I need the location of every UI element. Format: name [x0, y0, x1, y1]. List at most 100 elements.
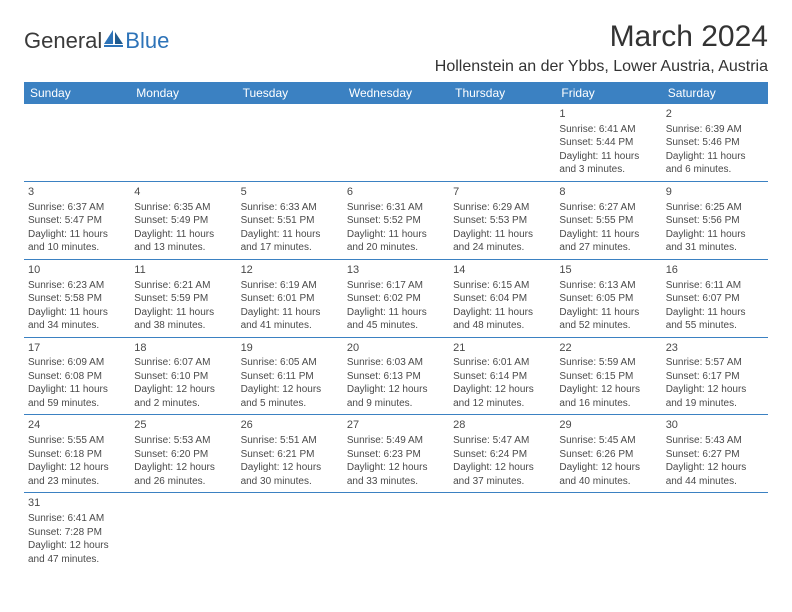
- sunset-text: Sunset: 6:23 PM: [347, 448, 445, 462]
- sunrise-text: Sunrise: 6:41 AM: [559, 123, 657, 137]
- daylight-text: Daylight: 11 hours and 48 minutes.: [453, 306, 551, 333]
- day-number: 15: [559, 263, 657, 278]
- day-header-row: SundayMondayTuesdayWednesdayThursdayFrid…: [24, 82, 768, 104]
- sunrise-text: Sunrise: 6:37 AM: [28, 201, 126, 215]
- day-number: 24: [28, 418, 126, 433]
- sunrise-text: Sunrise: 6:39 AM: [666, 123, 764, 137]
- day-header: Tuesday: [237, 82, 343, 104]
- calendar-cell: 5Sunrise: 6:33 AMSunset: 5:51 PMDaylight…: [237, 181, 343, 259]
- daylight-text: Daylight: 12 hours and 19 minutes.: [666, 383, 764, 410]
- calendar-cell-empty: [24, 104, 130, 181]
- calendar-cell: 27Sunrise: 5:49 AMSunset: 6:23 PMDayligh…: [343, 415, 449, 493]
- daylight-text: Daylight: 11 hours and 27 minutes.: [559, 228, 657, 255]
- daylight-text: Daylight: 11 hours and 45 minutes.: [347, 306, 445, 333]
- daylight-text: Daylight: 12 hours and 33 minutes.: [347, 461, 445, 488]
- day-header: Saturday: [662, 82, 768, 104]
- sunrise-text: Sunrise: 6:31 AM: [347, 201, 445, 215]
- sunset-text: Sunset: 6:11 PM: [241, 370, 339, 384]
- sunrise-text: Sunrise: 6:09 AM: [28, 356, 126, 370]
- calendar-cell: 19Sunrise: 6:05 AMSunset: 6:11 PMDayligh…: [237, 337, 343, 415]
- daylight-text: Daylight: 11 hours and 3 minutes.: [559, 150, 657, 177]
- sunrise-text: Sunrise: 6:03 AM: [347, 356, 445, 370]
- sunset-text: Sunset: 6:05 PM: [559, 292, 657, 306]
- day-number: 13: [347, 263, 445, 278]
- logo: General Blue: [24, 28, 169, 54]
- sunset-text: Sunset: 6:08 PM: [28, 370, 126, 384]
- day-number: 25: [134, 418, 232, 433]
- sunrise-text: Sunrise: 6:17 AM: [347, 279, 445, 293]
- daylight-text: Daylight: 11 hours and 10 minutes.: [28, 228, 126, 255]
- day-number: 12: [241, 263, 339, 278]
- day-number: 11: [134, 263, 232, 278]
- calendar-cell-empty: [130, 104, 236, 181]
- sunrise-text: Sunrise: 5:43 AM: [666, 434, 764, 448]
- sunrise-text: Sunrise: 6:07 AM: [134, 356, 232, 370]
- daylight-text: Daylight: 12 hours and 44 minutes.: [666, 461, 764, 488]
- day-number: 9: [666, 185, 764, 200]
- sunset-text: Sunset: 5:59 PM: [134, 292, 232, 306]
- calendar-cell-empty: [237, 493, 343, 570]
- calendar-cell: 4Sunrise: 6:35 AMSunset: 5:49 PMDaylight…: [130, 181, 236, 259]
- day-number: 3: [28, 185, 126, 200]
- daylight-text: Daylight: 12 hours and 5 minutes.: [241, 383, 339, 410]
- sunrise-text: Sunrise: 5:49 AM: [347, 434, 445, 448]
- day-number: 6: [347, 185, 445, 200]
- sunset-text: Sunset: 5:44 PM: [559, 136, 657, 150]
- month-title: March 2024: [435, 20, 768, 54]
- day-number: 2: [666, 107, 764, 122]
- sunset-text: Sunset: 5:52 PM: [347, 214, 445, 228]
- calendar-cell: 28Sunrise: 5:47 AMSunset: 6:24 PMDayligh…: [449, 415, 555, 493]
- calendar-row: 3Sunrise: 6:37 AMSunset: 5:47 PMDaylight…: [24, 181, 768, 259]
- sunset-text: Sunset: 6:07 PM: [666, 292, 764, 306]
- logo-text-general: General: [24, 28, 102, 54]
- calendar-cell: 30Sunrise: 5:43 AMSunset: 6:27 PMDayligh…: [662, 415, 768, 493]
- calendar-cell: 18Sunrise: 6:07 AMSunset: 6:10 PMDayligh…: [130, 337, 236, 415]
- calendar-cell: 31Sunrise: 6:41 AMSunset: 7:28 PMDayligh…: [24, 493, 130, 570]
- daylight-text: Daylight: 11 hours and 6 minutes.: [666, 150, 764, 177]
- sunset-text: Sunset: 5:58 PM: [28, 292, 126, 306]
- day-number: 1: [559, 107, 657, 122]
- calendar-cell: 22Sunrise: 5:59 AMSunset: 6:15 PMDayligh…: [555, 337, 661, 415]
- day-number: 22: [559, 341, 657, 356]
- sunrise-text: Sunrise: 6:27 AM: [559, 201, 657, 215]
- sunrise-text: Sunrise: 6:01 AM: [453, 356, 551, 370]
- location-subtitle: Hollenstein an der Ybbs, Lower Austria, …: [435, 58, 768, 76]
- calendar-cell: 2Sunrise: 6:39 AMSunset: 5:46 PMDaylight…: [662, 104, 768, 181]
- header: General Blue March 2024 Hollenstein an d…: [24, 20, 768, 76]
- calendar-cell-empty: [449, 493, 555, 570]
- sunrise-text: Sunrise: 6:25 AM: [666, 201, 764, 215]
- daylight-text: Daylight: 11 hours and 55 minutes.: [666, 306, 764, 333]
- sunset-text: Sunset: 5:55 PM: [559, 214, 657, 228]
- daylight-text: Daylight: 12 hours and 26 minutes.: [134, 461, 232, 488]
- sunset-text: Sunset: 5:53 PM: [453, 214, 551, 228]
- calendar-row: 24Sunrise: 5:55 AMSunset: 6:18 PM Dayligh…: [24, 415, 768, 493]
- sunrise-text: Sunrise: 5:59 AM: [559, 356, 657, 370]
- sunset-text: Sunset: 6:13 PM: [347, 370, 445, 384]
- sunset-text: Sunset: 6:18 PM: [28, 448, 126, 462]
- calendar-cell: 20Sunrise: 6:03 AMSunset: 6:13 PMDayligh…: [343, 337, 449, 415]
- calendar-cell-empty: [662, 493, 768, 570]
- daylight-text: Daylight: 12 hours and 40 minutes.: [559, 461, 657, 488]
- day-number: 31: [28, 496, 126, 511]
- sunrise-text: Sunrise: 6:23 AM: [28, 279, 126, 293]
- daylight-text: Daylight: 12 hours and 2 minutes.: [134, 383, 232, 410]
- sunset-text: Sunset: 5:47 PM: [28, 214, 126, 228]
- sunrise-text: Sunrise: 6:21 AM: [134, 279, 232, 293]
- calendar-cell: 8Sunrise: 6:27 AMSunset: 5:55 PMDaylight…: [555, 181, 661, 259]
- daylight-text: Daylight: 12 hours and 16 minutes.: [559, 383, 657, 410]
- sunset-text: Sunset: 7:28 PM: [28, 526, 126, 540]
- daylight-text: Daylight: 11 hours and 24 minutes.: [453, 228, 551, 255]
- sunrise-text: Sunrise: 6:13 AM: [559, 279, 657, 293]
- daylight-text: Daylight: 12 hours and 47 minutes.: [28, 539, 126, 566]
- sunrise-text: Sunrise: 5:55 AM: [28, 434, 126, 448]
- day-header: Friday: [555, 82, 661, 104]
- daylight-text: Daylight: 11 hours and 41 minutes.: [241, 306, 339, 333]
- day-header: Monday: [130, 82, 236, 104]
- day-header: Wednesday: [343, 82, 449, 104]
- sunset-text: Sunset: 6:27 PM: [666, 448, 764, 462]
- calendar-cell: 16Sunrise: 6:11 AMSunset: 6:07 PMDayligh…: [662, 259, 768, 337]
- day-number: 27: [347, 418, 445, 433]
- calendar-cell: 11Sunrise: 6:21 AMSunset: 5:59 PMDayligh…: [130, 259, 236, 337]
- sunset-text: Sunset: 5:46 PM: [666, 136, 764, 150]
- sunset-text: Sunset: 6:15 PM: [559, 370, 657, 384]
